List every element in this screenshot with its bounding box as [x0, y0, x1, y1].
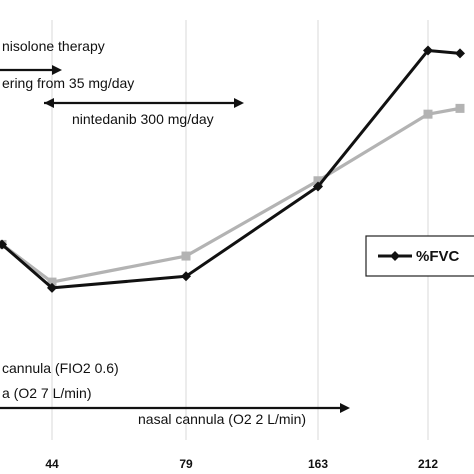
- therapy-arrow-head: [234, 98, 244, 108]
- therapy-arrows: [0, 65, 350, 413]
- data-point: [47, 282, 57, 293]
- annotation-high-flow-cannula: cannula (FIO2 0.6): [2, 360, 119, 376]
- x-tick-label: 44: [45, 457, 59, 471]
- data-point: [47, 277, 57, 287]
- data-point: [181, 251, 191, 261]
- data-point: [455, 103, 465, 113]
- annotation-nintedanib: nintedanib 300 mg/day: [72, 111, 214, 127]
- data-point: [423, 45, 433, 56]
- data-point: [455, 48, 465, 59]
- legend-swatch-marker: [390, 251, 400, 261]
- x-tick-label: 79: [179, 457, 193, 471]
- therapy-arrow-head: [44, 98, 54, 108]
- annotation-prednisolone-therapy: nisolone therapy: [2, 38, 105, 54]
- series-line: [1, 106, 461, 284]
- legend: %FVC: [365, 235, 474, 277]
- x-tick-label: 212: [418, 457, 438, 471]
- data-point: [0, 239, 7, 250]
- annotation-tapering: ering from 35 mg/day: [2, 75, 134, 91]
- legend-label: %FVC: [416, 248, 460, 265]
- series-layer: [0, 45, 465, 293]
- data-point: [181, 271, 191, 282]
- data-point: [313, 181, 323, 192]
- x-axis-ticks: 44 79 163 212: [45, 457, 438, 471]
- therapy-arrow-head: [340, 403, 350, 413]
- series-line: [1, 48, 461, 290]
- gridlines: [51, 20, 429, 440]
- data-point: [423, 109, 433, 119]
- x-tick-label: 163: [308, 457, 328, 471]
- therapy-arrow-head: [52, 65, 62, 75]
- data-point: [313, 176, 323, 186]
- annotation-nasal-cannula: nasal cannula (O2 2 L/min): [138, 411, 306, 427]
- annotation-oxygen-7: a (O2 7 L/min): [2, 385, 91, 401]
